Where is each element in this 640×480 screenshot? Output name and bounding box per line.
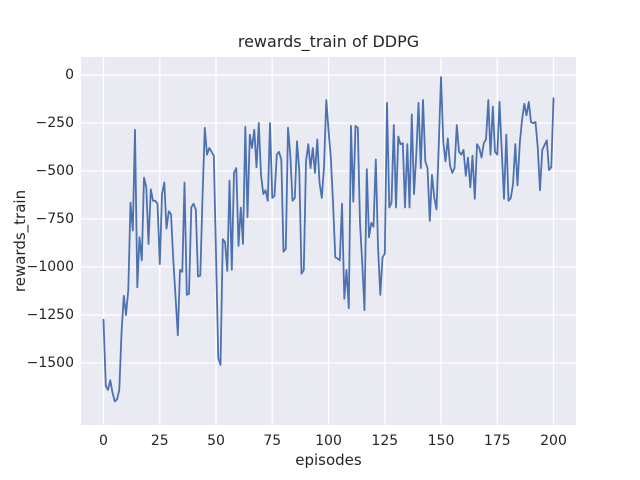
x-tick-label: 100 <box>315 433 342 449</box>
x-tick-label: 0 <box>99 433 108 449</box>
y-axis-label: rewards_train <box>11 189 29 293</box>
y-tick-label: −250 <box>35 115 74 131</box>
series-lines <box>102 76 555 403</box>
chart-title: rewards_train of DDPG <box>237 32 420 51</box>
x-tick-label: 50 <box>207 433 225 449</box>
y-tick-label: −1250 <box>26 307 74 323</box>
y-tick-label: −750 <box>35 211 74 227</box>
x-tick-label: 25 <box>150 433 169 449</box>
y-tick-label: 0 <box>65 67 74 83</box>
x-axis-label: episodes <box>295 451 362 469</box>
series-line-rewards_train <box>102 76 555 403</box>
x-tick-label: 125 <box>371 433 399 449</box>
gridlines <box>81 57 576 425</box>
y-tick-label: −1500 <box>26 355 74 371</box>
y-tick-label: −1000 <box>26 259 74 275</box>
x-tick-label: 175 <box>483 433 511 449</box>
x-tick-label: 150 <box>427 433 455 449</box>
x-tick-label: 200 <box>540 433 567 449</box>
x-tick-label: 75 <box>263 433 282 449</box>
y-tick-label: −500 <box>35 163 74 179</box>
